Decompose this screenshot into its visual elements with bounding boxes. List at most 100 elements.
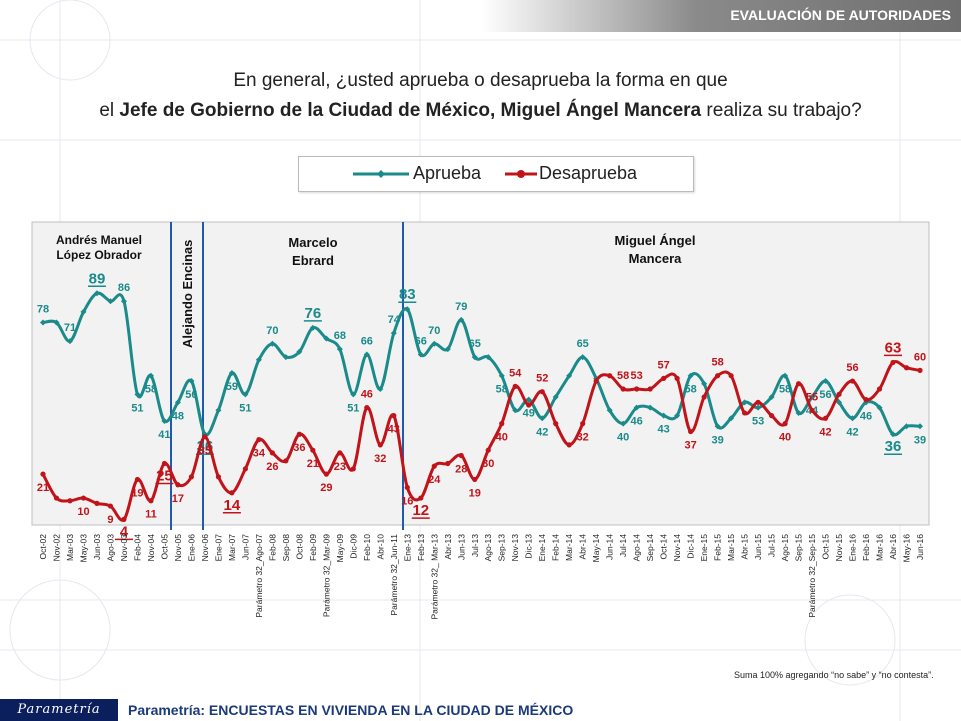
x-tick-label: Nov-05 <box>173 534 183 562</box>
desaprueba-point <box>917 367 923 373</box>
x-tick-label: Nov-06 <box>200 534 210 562</box>
question-line-2: el Jefe de Gobierno de la Ciudad de Méxi… <box>0 100 961 122</box>
aprueba-data-label: 58 <box>496 384 508 396</box>
x-tick-label: Feb-10 <box>362 534 372 561</box>
parametria-logo: Parametría <box>0 699 118 721</box>
approval-line-chart: Andrés Manuel López Obrador Alejando Enc… <box>31 221 930 620</box>
aprueba-data-label: 41 <box>158 429 170 441</box>
x-tick-label: Jun-03 <box>92 534 102 560</box>
x-tick-label: Sep-15 <box>794 534 804 562</box>
desaprueba-data-label: 19 <box>131 487 143 499</box>
aprueba-point <box>417 351 424 358</box>
aprueba-data-label: 46 <box>860 410 872 422</box>
desaprueba-data-label: 55 <box>806 391 818 403</box>
x-tick-label: Sep-08 <box>281 534 291 562</box>
desaprueba-point <box>688 428 694 435</box>
x-tick-label: Ago-15 <box>780 534 790 562</box>
desaprueba-data-label: 24 <box>428 474 441 486</box>
desaprueba-point <box>80 495 87 501</box>
desaprueba-point <box>553 421 559 427</box>
aprueba-data-label: 42 <box>536 426 548 438</box>
x-tick-label: Dic-14 <box>686 534 696 559</box>
x-tick-label: Sep-14 <box>645 534 655 562</box>
desaprueba-point <box>94 500 100 506</box>
desaprueba-point <box>499 421 505 427</box>
aprueba-point <box>336 346 343 353</box>
aprueba-data-label: 71 <box>64 322 76 334</box>
aprueba-data-label: 89 <box>89 270 106 287</box>
x-tick-label: Oct-05 <box>159 534 169 560</box>
desaprueba-point <box>310 447 316 453</box>
desaprueba-point <box>323 471 329 477</box>
aprueba-point <box>701 380 708 387</box>
desaprueba-point <box>620 386 626 392</box>
desaprueba-data-label: 9 <box>107 514 113 526</box>
period-label-amlo-1: Andrés Manuel <box>56 233 142 247</box>
aprueba-data-label: 70 <box>428 325 440 337</box>
aprueba-point <box>647 404 654 411</box>
aprueba-data-label: 59 <box>226 381 238 393</box>
aprueba-point <box>485 354 492 361</box>
desaprueba-data-label: 34 <box>253 448 266 460</box>
aprueba-data-label: 48 <box>172 410 184 422</box>
aprueba-point <box>53 319 60 326</box>
aprueba-point <box>782 372 789 379</box>
aprueba-point <box>674 412 681 419</box>
x-tick-label: Jul-14 <box>618 534 628 557</box>
desaprueba-point <box>350 466 356 472</box>
x-tick-label: Parámetro 32_ Mar-13 <box>429 534 439 620</box>
aprueba-point <box>458 316 465 323</box>
x-tick-label: Dic-09 <box>348 534 358 559</box>
desaprueba-point <box>377 442 383 448</box>
aprueba-data-label: 39 <box>914 434 926 446</box>
desaprueba-point <box>809 407 815 413</box>
aprueba-point <box>404 306 411 313</box>
desaprueba-data-label: 35 <box>199 445 211 457</box>
aprueba-point <box>134 391 141 398</box>
aprueba-data-label: 65 <box>469 338 481 350</box>
legend-desaprueba-label: Desaprueba <box>539 163 638 183</box>
aprueba-data-label: 43 <box>658 424 670 436</box>
desaprueba-point <box>445 460 451 467</box>
desaprueba-point <box>121 516 127 522</box>
aprueba-point <box>431 340 438 347</box>
desaprueba-point <box>782 421 788 427</box>
aprueba-data-label: 56 <box>185 389 197 401</box>
x-tick-label: Jul-15 <box>767 534 777 557</box>
x-tick-label: Feb-16 <box>861 534 871 561</box>
desaprueba-point <box>755 399 761 405</box>
desaprueba-point <box>242 466 248 472</box>
x-tick-label: Abr-15 <box>740 534 750 560</box>
x-tick-label: Mar-03 <box>65 534 75 561</box>
question-line-2-pre: el <box>99 100 120 121</box>
aprueba-data-label: 83 <box>399 286 416 303</box>
aprueba-point <box>566 372 573 379</box>
aprueba-data-label: 46 <box>631 416 643 428</box>
aprueba-point <box>296 348 303 355</box>
desaprueba-data-label: 14 <box>224 497 241 514</box>
x-tick-label: Ene-13 <box>402 534 412 562</box>
period-label-mancera-2: Mancera <box>629 251 683 266</box>
desaprueba-point <box>296 431 302 437</box>
desaprueba-data-label: 46 <box>361 389 373 401</box>
aprueba-point <box>309 324 316 331</box>
desaprueba-point <box>849 378 856 384</box>
x-tick-label: Feb-04 <box>132 534 142 561</box>
aprueba-point <box>323 335 330 342</box>
period-label-amlo-2: López Obrador <box>56 248 142 262</box>
chart-legend: Aprueba Desaprueba <box>298 156 694 192</box>
x-tick-label: Jun-16 <box>915 534 925 560</box>
desaprueba-point <box>391 413 397 419</box>
aprueba-point <box>390 330 397 337</box>
desaprueba-point <box>580 421 586 427</box>
x-tick-label: Ago-13 <box>483 534 493 562</box>
aprueba-data-label: 66 <box>415 335 427 347</box>
aprueba-data-label: 79 <box>455 301 467 313</box>
x-tick-label: Nov-14 <box>672 534 682 562</box>
aprueba-point <box>849 415 856 422</box>
desaprueba-point <box>701 394 707 400</box>
desaprueba-data-label: 54 <box>509 367 522 379</box>
x-tick-label: Nov-02 <box>51 534 61 562</box>
desaprueba-data-label: 21 <box>37 482 49 494</box>
desaprueba-point <box>175 482 181 488</box>
